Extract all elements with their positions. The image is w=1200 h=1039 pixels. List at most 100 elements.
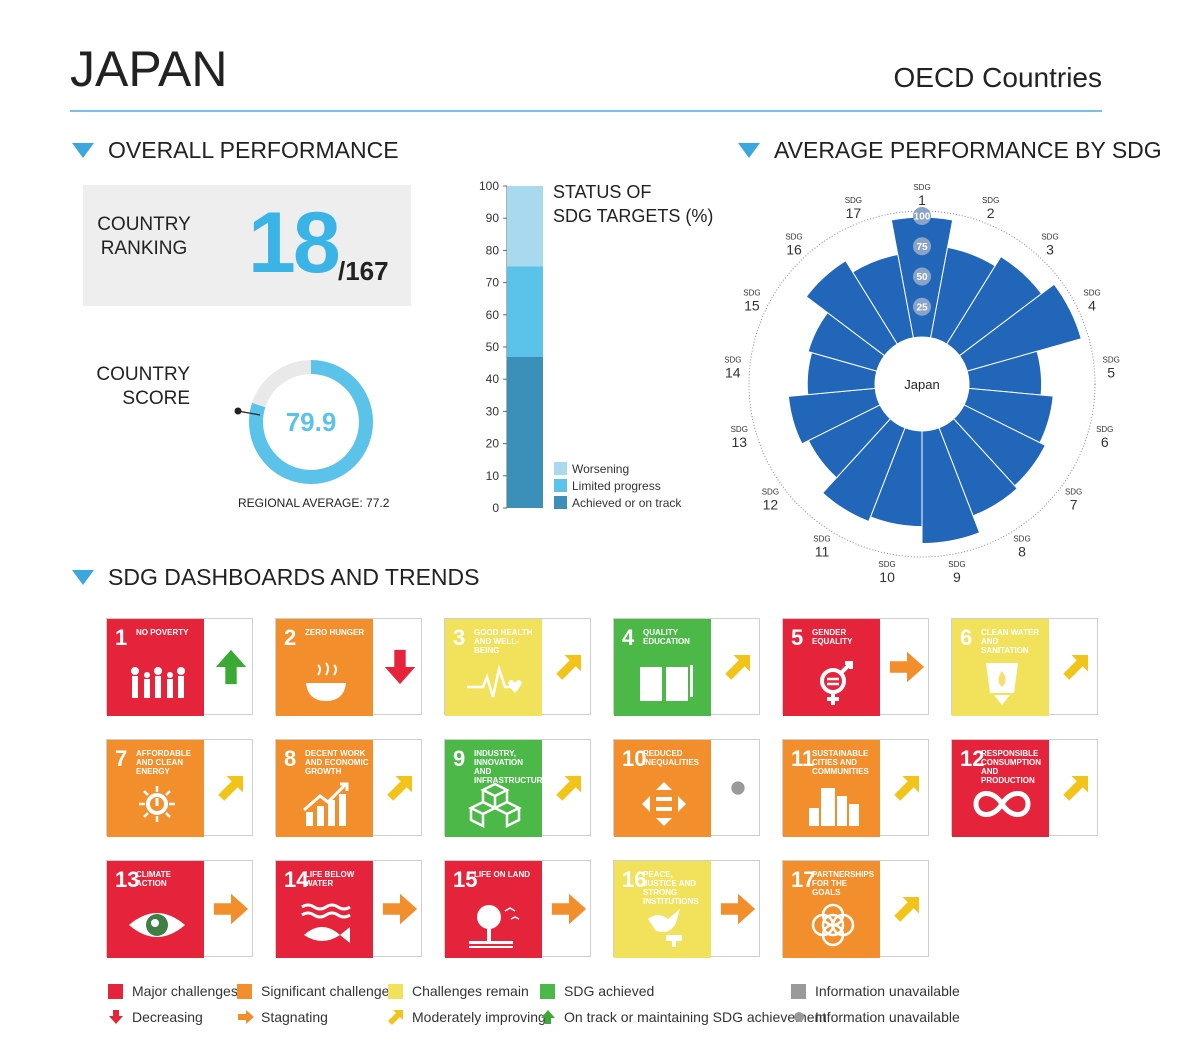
overall-performance-heading: OVERALL PERFORMANCE [72,137,399,164]
sdg-tile-label: REDUCED INEQUALITIES [643,749,700,767]
radial-scale-badge [913,267,931,286]
radial-label-number: 13 [731,434,747,450]
radial-label-prefix: SDG [1013,535,1030,544]
sdg-tile-status-block [107,619,204,716]
legend-major-challenges: Major challenges [108,983,238,999]
sdg-goal-icon [634,901,694,949]
arrow-down-icon [381,648,419,686]
sdg-tile-label: QUALITY EDUCATION [643,628,690,646]
radial-label-number: 12 [763,497,779,513]
radial-label-prefix: SDG [1096,425,1113,434]
triangle-bullet-icon [72,143,94,158]
status-legend-label: Worsening [572,462,629,476]
arrow-right-icon [719,890,757,928]
legend-achieved-label: SDG achieved [564,983,655,999]
sdg-tile-10: 10 REDUCED INEQUALITIES [613,739,760,837]
status-tick-label: 20 [486,437,500,451]
sdg-tile-label: ZERO HUNGER [305,628,365,637]
arrow-up-right-icon [388,1010,403,1025]
radial-label-number: 16 [786,242,802,258]
status-tick-label: 60 [486,308,500,322]
arrow-up-right-icon [550,648,588,686]
status-bar-segment [507,356,543,508]
arrow-up-right-icon [1057,648,1095,686]
radial-label-number: 8 [1018,544,1026,560]
sdg-tile-status-block [107,861,204,958]
legend-significant-label: Significant challenges [261,983,397,999]
status-legend-swatch [554,462,567,475]
arrow-right-icon [238,1010,254,1024]
sdg-tile-2: 2 ZERO HUNGER [275,618,422,716]
swatch-yellow-icon [388,983,403,999]
radial-scale-label: 50 [916,272,928,283]
sdg-goal-icon [127,901,187,949]
status-tick-label: 0 [492,501,499,515]
status-axis: 0 10 20 30 40 50 60 70 80 90 100 [479,179,508,515]
sdg-tile-13: 13 CLIMATE ACTION [106,860,253,958]
radial-scale-label: 75 [916,242,928,253]
status-legend: Worsening Limited progress Achieved or on … [554,462,682,510]
sdg-tile-label: GENDER EQUALITY [812,628,853,646]
sdg-tile-status-block [614,619,711,716]
sdg-goal-icon [972,780,1032,828]
sdg-goal-icon [634,659,694,707]
legend-remain-label: Challenges remain [412,983,529,999]
radial-label-number: 10 [879,569,895,585]
sdg-tile-17: 17 PARTNERSHIPS FOR THE GOALS [782,860,929,958]
status-legend-label: Achieved or on track [572,496,682,510]
radial-scale-label: 100 [914,212,931,223]
status-title-line2: SDG TARGETS (%) [553,206,713,226]
radial-center [875,337,969,431]
legend-on-track: On track or maintaining SDG achievement [540,1009,826,1025]
arrow-up-right-icon [212,769,250,807]
arrow-right-icon [381,890,419,928]
sdg-tile-status-block [783,861,880,958]
radial-scale-label: 25 [916,302,928,313]
status-tick-label: 80 [486,243,500,257]
radial-label-number: 11 [815,544,830,560]
sdg-tile-number: 9 [453,746,466,771]
radial-label-number: 3 [1046,242,1054,258]
legend-moderately-improving: Moderately improving [388,1009,546,1025]
status-tick-label: 50 [486,340,500,354]
sdg-goal-icon [803,901,863,949]
sdg-tile-number: 7 [115,746,128,771]
sdg-tile-status-block [276,740,373,837]
legend-significant-challenges: Significant challenges [237,983,396,999]
sdg-tile-status-block [614,861,711,958]
legend-stagnating-label: Stagnating [261,1009,328,1025]
arrow-up-icon [212,648,250,686]
sdg-tile-status-block [445,740,542,837]
legend-challenges-remain: Challenges remain [388,983,529,999]
radial-label-prefix: SDG [762,488,779,497]
status-tick-label: 40 [486,372,500,386]
sdg-tile-number: 5 [791,625,804,650]
legend-stagnating: Stagnating [237,1009,328,1025]
sdg-tile-number: 12 [960,746,985,771]
radial-bars: Japan [787,216,1082,545]
radial-label-number: 6 [1101,434,1109,450]
dashboards-label: SDG DASHBOARDS AND TRENDS [108,564,480,590]
legend-unavailable-label: Information unavailable [815,983,960,999]
radial-label-number: 4 [1088,297,1096,313]
score-value: 79.9 [286,407,337,437]
sdg-tile-16: 16 PEACE, JUSTICE AND STRONG INSTITUTIONS [613,860,760,958]
ranking-panel [83,185,411,306]
sdg-tile-number: 1 [115,625,128,650]
radial-scale-badge [913,297,931,316]
sdg-tile-number: 14 [284,867,309,892]
legend-trend-unavailable: Information unavailable [791,1009,960,1025]
arrow-up-right-icon [719,648,757,686]
radial-label-prefix: SDG [731,425,748,434]
legend-decreasing: Decreasing [108,1009,203,1025]
sdg-goal-icon [972,659,1032,707]
sdg-goal-icon [127,659,187,707]
sdg-goal-icon [296,659,356,707]
sdg-tile-5: 5 GENDER EQUALITY [782,618,929,716]
sdg-goal-icon [465,780,525,829]
radial-label-number: 1 [918,192,926,208]
sdg-tile-status-block [107,740,204,837]
radial-scale-badge [913,237,931,256]
